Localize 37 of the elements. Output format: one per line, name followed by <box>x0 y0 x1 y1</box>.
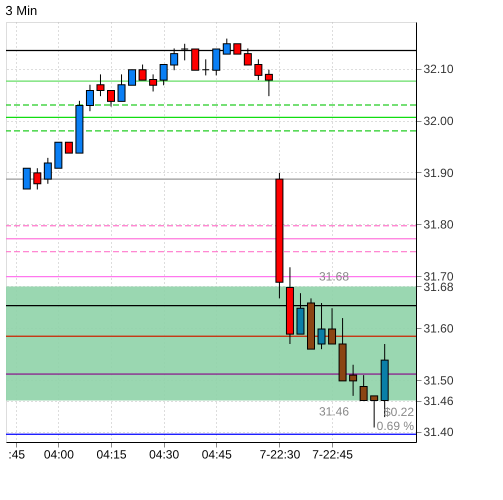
candlestick <box>33 168 42 190</box>
candlestick <box>86 84 94 112</box>
candlestick <box>349 364 358 396</box>
y-tick-label: 31.80 <box>424 218 454 232</box>
annotation: 31.46 <box>318 404 350 419</box>
candlestick <box>128 69 136 86</box>
candlestick <box>160 64 168 86</box>
x-tick-label: 04:00 <box>44 448 74 462</box>
candlestick <box>64 142 73 154</box>
candlestick <box>202 58 210 76</box>
y-tick-label: 32.00 <box>424 114 454 128</box>
x-tick-label: :45 <box>8 448 26 462</box>
candlestick <box>328 308 336 344</box>
y-tick-label: 31.40 <box>424 425 454 440</box>
x-tick-label: 04:30 <box>149 448 180 462</box>
y-tick-label: 31.46 <box>424 394 454 408</box>
y-tick-label: 32.10 <box>424 62 454 76</box>
annotation: 0.69 % <box>376 419 414 433</box>
x-tick-label: 7-22:30 <box>260 448 301 462</box>
x-tick-label: 04:45 <box>202 448 232 462</box>
candlestick <box>360 374 368 402</box>
candlestick <box>264 69 273 97</box>
y-tick-label: 31.50 <box>424 373 454 388</box>
candlestick <box>22 168 31 190</box>
candlestick <box>149 74 158 92</box>
candlestick <box>44 157 52 184</box>
y-tick-label: 31.60 <box>424 321 454 336</box>
candlestick <box>138 64 147 81</box>
candlestick <box>254 58 262 81</box>
chart-title: 3 Min <box>5 3 38 18</box>
x-tick-label: 7-22:45 <box>312 448 354 462</box>
y-tick-label: 31.90 <box>424 166 454 180</box>
candlestick <box>370 395 378 428</box>
candlestick <box>118 74 126 102</box>
x-tick-label: 04:15 <box>96 448 127 462</box>
candlestick <box>96 74 104 97</box>
candlestick <box>107 90 115 108</box>
